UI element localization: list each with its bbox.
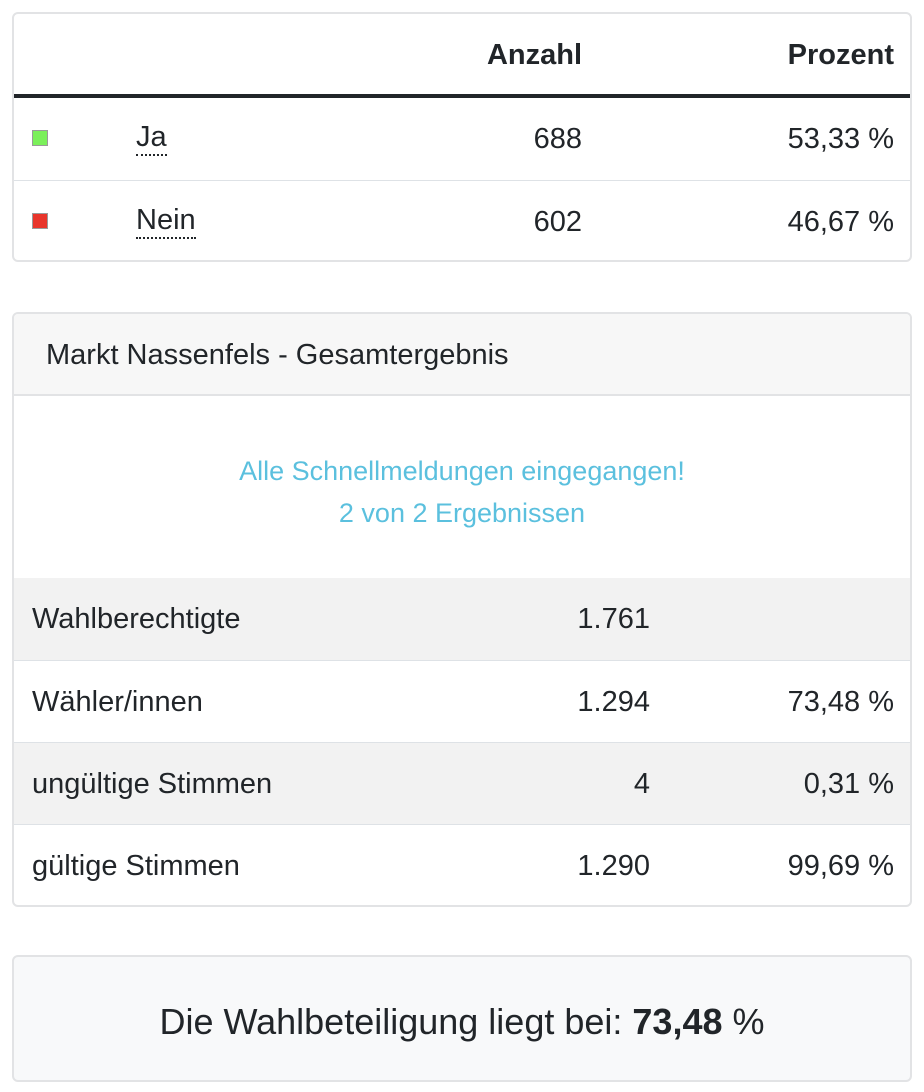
summary-title: Markt Nassenfels - Gesamtergebnis (46, 339, 509, 371)
result-name-ja[interactable]: Ja (136, 120, 167, 156)
stat-label: Wahlberechtigte (32, 603, 241, 635)
turnout-text: Die Wahlbeteiligung liegt bei: 73,48 % (14, 1001, 910, 1043)
turnout-value: 73,48 (632, 1001, 723, 1042)
stat-percent: 73,48 % (787, 686, 894, 718)
status-notice-line1: Alle Schnellmeldungen eingegangen! (239, 456, 685, 486)
result-percent-ja: 53,33 % (787, 123, 894, 155)
stat-label: ungültige Stimmen (32, 768, 273, 800)
turnout-prefix: Die Wahlbeteiligung liegt bei: (159, 1001, 623, 1042)
stat-row-eligible: Wahlberechtigte 1.761 (14, 578, 910, 660)
stat-row-invalid: ungültige Stimmen 4 0,31 % (14, 742, 910, 825)
turnout-unit: % (732, 1001, 765, 1042)
result-count-nein: 602 (533, 206, 582, 238)
result-row-nein: Nein 602 46,67 % (14, 180, 910, 260)
stat-row-voters: Wähler/innen 1.294 73,48 % (14, 660, 910, 743)
result-name-nein[interactable]: Nein (136, 203, 196, 239)
result-row-ja: Ja 688 53,33 % (14, 98, 910, 180)
results-header: Anzahl Prozent (14, 14, 910, 98)
summary-header: Markt Nassenfels - Gesamtergebnis (14, 314, 910, 396)
summary-card: Markt Nassenfels - Gesamtergebnis Alle S… (12, 312, 912, 907)
status-notice-line2: 2 von 2 Ergebnissen (338, 498, 586, 528)
header-percent: Prozent (787, 39, 894, 71)
header-count: Anzahl (486, 39, 582, 71)
result-count-ja: 688 (533, 123, 582, 155)
results-table: Anzahl Prozent Ja 688 53,33 % Nein 602 4… (12, 12, 912, 262)
stat-percent: 0,31 % (803, 768, 894, 800)
stat-row-valid: gültige Stimmen 1.290 99,69 % (14, 824, 910, 905)
stat-value: 1.290 (577, 850, 650, 882)
stat-percent: 99,69 % (787, 850, 894, 882)
stat-value: 1.761 (577, 603, 650, 635)
result-percent-nein: 46,67 % (787, 206, 894, 238)
stat-value: 4 (633, 768, 650, 800)
color-swatch-ja (32, 130, 48, 146)
color-swatch-nein (32, 213, 48, 229)
status-notice: Alle Schnellmeldungen eingegangen! 2 von… (14, 450, 910, 534)
turnout-card: Die Wahlbeteiligung liegt bei: 73,48 % (12, 955, 912, 1082)
stat-label: gültige Stimmen (32, 850, 240, 882)
stat-label: Wähler/innen (32, 686, 203, 718)
stat-value: 1.294 (577, 686, 650, 718)
